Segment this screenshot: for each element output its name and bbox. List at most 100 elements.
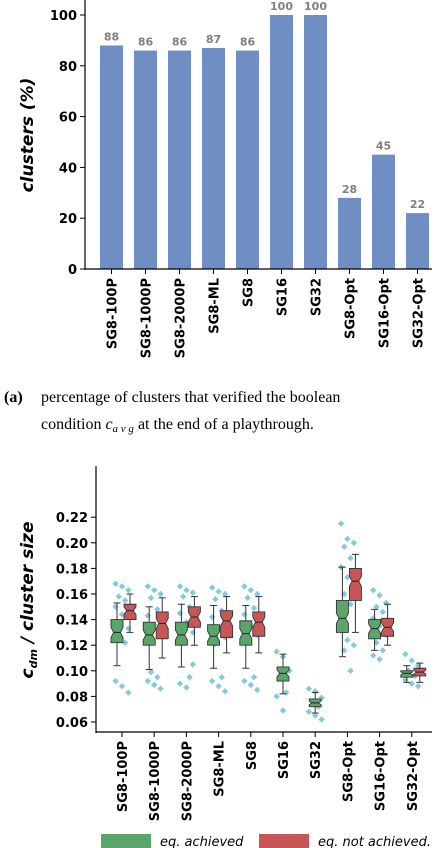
box-plot-x-tick-label: SG8 <box>245 741 260 770</box>
box-point <box>350 642 357 649</box>
box-point <box>408 680 415 687</box>
box-body <box>400 670 414 678</box>
box-point <box>402 650 409 658</box>
box-point <box>151 681 158 689</box>
box-point <box>376 656 383 663</box>
box-body <box>174 621 188 646</box>
box-sg16-opt-achieved <box>368 608 382 651</box>
bar-data-label: 28 <box>342 183 357 196</box>
caption-line-2: condition ca v g at the end of a playthr… <box>41 416 314 435</box>
box-body <box>348 567 362 601</box>
bar-chart-data-labels: 88 86 86 87 86 100 100 28 45 22 <box>104 0 425 211</box>
box-sg8-1000p-not-achieved <box>155 597 169 659</box>
box-point <box>176 583 184 590</box>
box-point <box>118 682 126 690</box>
box-point <box>254 686 261 694</box>
legend: eq. achieved eq. not achieved. <box>101 834 431 848</box>
box-plot-y-tick-label: 0.10 <box>56 665 88 680</box>
box-point <box>254 590 261 598</box>
bar-sg16 <box>270 15 293 269</box>
box-plot-y-tick-label: 0.14 <box>56 614 88 629</box>
bar-sg16-opt <box>372 154 395 269</box>
box-point <box>144 583 151 590</box>
bar-chart-x-tick-label: SG8-1000P <box>140 278 155 358</box>
box-point <box>415 682 422 690</box>
box-sg8-opt-not-achieved <box>348 553 362 633</box>
box-point <box>376 592 383 599</box>
box-sg16-opt-not-achieved <box>381 603 395 646</box>
box-point <box>215 588 222 595</box>
box-point <box>189 629 196 636</box>
box-body <box>335 599 349 633</box>
box-point <box>189 589 196 596</box>
bar-chart-y-tick-label: 100 <box>50 9 77 24</box>
box-plot-x-tick-label: SG8-ML <box>213 741 228 797</box>
box-point <box>247 681 254 689</box>
box-point <box>370 586 377 594</box>
box-plot-x-tick-label: SG8-100P <box>116 741 131 812</box>
box-plot-y-axis-title-main: c <box>18 668 38 678</box>
box-point <box>157 590 164 598</box>
box-plot-x-tick-label: SG32 <box>309 741 324 779</box>
box-point <box>147 594 155 602</box>
bar-data-label: 45 <box>376 140 391 153</box>
box-sg16-achieved <box>276 653 290 695</box>
box-point <box>305 685 312 692</box>
box-point <box>125 586 132 594</box>
box-point <box>209 613 216 621</box>
box-plot-y-tick-label: 0.22 <box>56 511 88 526</box>
box-point <box>347 667 354 674</box>
box-point <box>112 580 119 587</box>
box-point <box>221 688 229 695</box>
bar-sg8-100p <box>100 45 123 270</box>
box-point <box>112 603 119 610</box>
bar-data-label: 86 <box>172 36 188 49</box>
box-plot-y-axis-title: cdm / cluster size <box>18 522 40 679</box>
box-point <box>415 662 422 669</box>
box-point <box>147 668 155 676</box>
bar-chart-y-tick-label: 0 <box>68 263 77 278</box>
bar-data-label: 86 <box>240 36 256 49</box>
box-plot-y-tick-label: 0.18 <box>56 562 88 577</box>
bar-chart-x-tick-label: SG16-Opt <box>378 278 393 348</box>
box-plot-y-ticks: 0.06 0.08 0.10 0.12 0.14 0.16 0.18 0.20 0.22 <box>56 511 96 731</box>
bar-chart-x-tick-label: SG32-Opt <box>412 278 427 348</box>
legend-swatch-not-achieved <box>259 834 309 848</box>
box-point <box>122 597 129 604</box>
box-point <box>209 584 216 591</box>
box-point <box>337 520 345 527</box>
box-body <box>142 621 156 646</box>
bar-chart-y-ticks: 0 20 40 60 80 100 <box>50 9 85 278</box>
box-point <box>241 583 248 590</box>
box-point <box>273 648 280 655</box>
box-point <box>379 647 386 654</box>
box-point <box>125 625 132 632</box>
box-point <box>115 593 122 600</box>
box-plot-y-axis-title-rest: / cluster size <box>18 522 38 650</box>
bar-chart-x-tick-label: SG8-Opt <box>344 278 359 339</box>
legend-label-not-achieved: eq. not achieved. <box>318 835 431 848</box>
box-point <box>344 535 351 543</box>
bar-chart-y-tick-label: 40 <box>59 161 77 176</box>
box-point <box>370 652 377 659</box>
box-sg8-ml-achieved <box>207 605 221 669</box>
box-point <box>176 680 184 687</box>
box-point <box>318 716 325 723</box>
box-point <box>283 689 290 696</box>
box-point <box>241 677 248 685</box>
box-body <box>123 603 137 621</box>
box-point <box>286 667 293 674</box>
box-point <box>244 594 251 602</box>
box-sg8-2000p-not-achieved <box>187 596 201 646</box>
box-point <box>370 615 377 622</box>
box-sg32-achieved <box>308 692 322 714</box>
box-point <box>312 712 319 719</box>
box-sg8-ml-not-achieved <box>220 596 234 654</box>
caption-math-sub: a v g <box>113 423 135 435</box>
bar-data-label: 100 <box>270 0 293 13</box>
box-plot-y-tick-label: 0.20 <box>56 537 88 552</box>
box-point <box>144 612 151 619</box>
box-point <box>347 554 354 562</box>
box-point <box>118 611 126 618</box>
box-plot-x-tick-label: SG32-Opt <box>406 741 421 811</box>
